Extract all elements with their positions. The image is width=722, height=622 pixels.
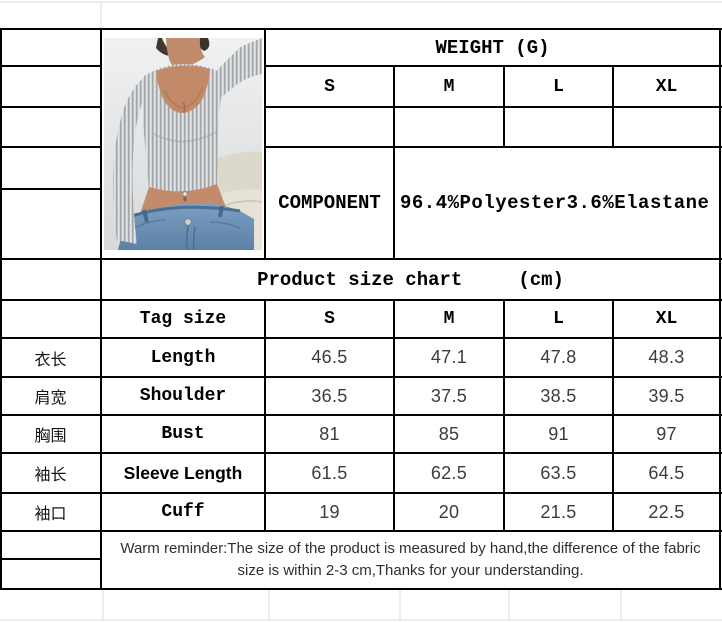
row-length-cn: 衣长	[34, 351, 67, 369]
row-bust-cn: 胸围	[34, 428, 67, 445]
warm-reminder-line1: Warm reminder:The size of the product is…	[120, 539, 701, 557]
size-chart-title: Product size chart	[257, 268, 463, 291]
weight-size-l: L	[553, 76, 564, 97]
shoulder-value-xl: 39.5	[648, 385, 685, 406]
shoulder-value-m: 37.5	[430, 385, 468, 406]
cuff-value-s: 19	[319, 501, 340, 522]
sleeve-value-l: 63.5	[540, 462, 577, 483]
bust-value-l: 91	[548, 423, 569, 444]
bust-value-m: 85	[438, 423, 460, 444]
sleeve-value-xl: 64.5	[648, 462, 685, 483]
size-chart-unit: (cm)	[518, 268, 564, 291]
tag-size-l: L	[553, 309, 564, 329]
row-shoulder-cn: 肩宽	[34, 390, 67, 407]
length-value-s: 46.5	[311, 347, 348, 367]
row-cuff-en: Cuff	[161, 502, 205, 522]
sleeve-value-s: 61.5	[311, 462, 348, 483]
tag-size-xl: XL	[655, 309, 678, 329]
product-photo	[101, 29, 265, 259]
bust-value-xl: 97	[656, 423, 677, 444]
component-value: 96.4%Polyester3.6%Elastane	[400, 192, 710, 214]
size-chart-title-row: Product size chart (cm)	[101, 259, 720, 300]
row-sleeve-cn: 袖长	[34, 467, 67, 484]
weight-size-xl: XL	[655, 76, 678, 97]
row-bust-en: Bust	[161, 424, 205, 444]
weight-size-s: S	[324, 76, 335, 97]
cuff-value-m: 20	[438, 501, 460, 522]
row-sleeve-en: Sleeve Length	[123, 462, 243, 483]
weight-header: WEIGHT (G)	[435, 36, 550, 59]
warm-reminder-line2: size is within 2-3 cm,Thanks for your un…	[237, 562, 584, 579]
tag-size-m: M	[443, 309, 455, 329]
cuff-value-l: 21.5	[540, 501, 577, 522]
component-label: COMPONENT	[278, 192, 381, 214]
shoulder-value-l: 38.5	[540, 385, 577, 406]
length-value-m: 47.1	[430, 347, 468, 367]
cuff-value-xl: 22.5	[648, 501, 685, 522]
length-value-xl: 48.3	[648, 347, 685, 367]
bust-value-s: 81	[319, 423, 340, 444]
shoulder-value-s: 36.5	[311, 385, 348, 406]
weight-size-m: M	[443, 76, 455, 97]
length-value-l: 47.8	[540, 347, 577, 367]
row-length-en: Length	[150, 347, 216, 368]
sleeve-value-m: 62.5	[430, 462, 468, 483]
row-shoulder-en: Shoulder	[139, 386, 227, 406]
warm-reminder: Warm reminder:The size of the product is…	[101, 531, 720, 589]
row-cuff-cn: 袖口	[34, 506, 67, 523]
tag-size-s: S	[324, 309, 335, 329]
tag-size-label: Tag size	[139, 309, 227, 329]
crop-top-model-illustration	[104, 38, 262, 250]
